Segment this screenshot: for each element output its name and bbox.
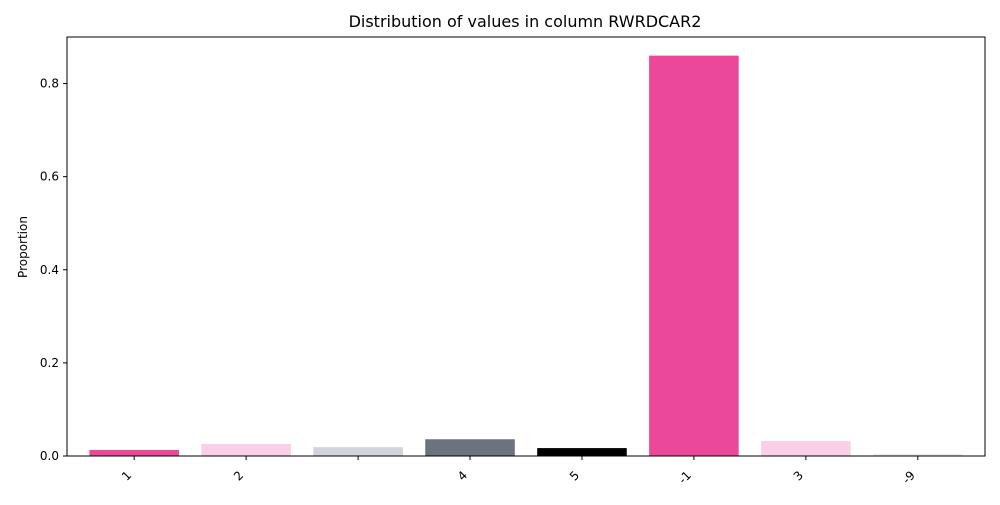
plot-frame — [66, 36, 986, 457]
x-tick-label: -1 — [676, 468, 694, 486]
y-tick-label: 0.0 — [40, 449, 59, 463]
x-tick-label: 3 — [791, 468, 806, 483]
bars — [89, 55, 963, 456]
y-tick-label: 0.2 — [40, 356, 59, 370]
y-tick-label: 0.8 — [40, 77, 59, 91]
x-tick-label: 5 — [567, 468, 582, 483]
bar-7 — [761, 441, 851, 456]
bar-6 — [649, 55, 739, 456]
x-tick-label: -9 — [900, 468, 918, 486]
x-tick-label: 4 — [455, 468, 470, 483]
x-axis-ticks: 1 2 4 5 -1 3 -9 — [119, 456, 919, 487]
bar-4 — [425, 439, 515, 456]
bar-1 — [89, 449, 179, 456]
y-axis-ticks: 0.0 0.2 0.4 0.6 0.8 — [40, 77, 67, 463]
bar-2 — [201, 443, 291, 456]
bar-5 — [537, 448, 627, 456]
bar-3 — [313, 447, 403, 456]
chart-title: Distribution of values in column RWRDCAR… — [349, 12, 702, 31]
y-axis-label: Proportion — [16, 216, 30, 278]
bar-8 — [873, 454, 963, 456]
x-tick-label: 2 — [231, 468, 246, 483]
y-tick-label: 0.6 — [40, 170, 59, 184]
y-tick-label: 0.4 — [40, 263, 59, 277]
x-tick-label: 1 — [119, 468, 134, 483]
